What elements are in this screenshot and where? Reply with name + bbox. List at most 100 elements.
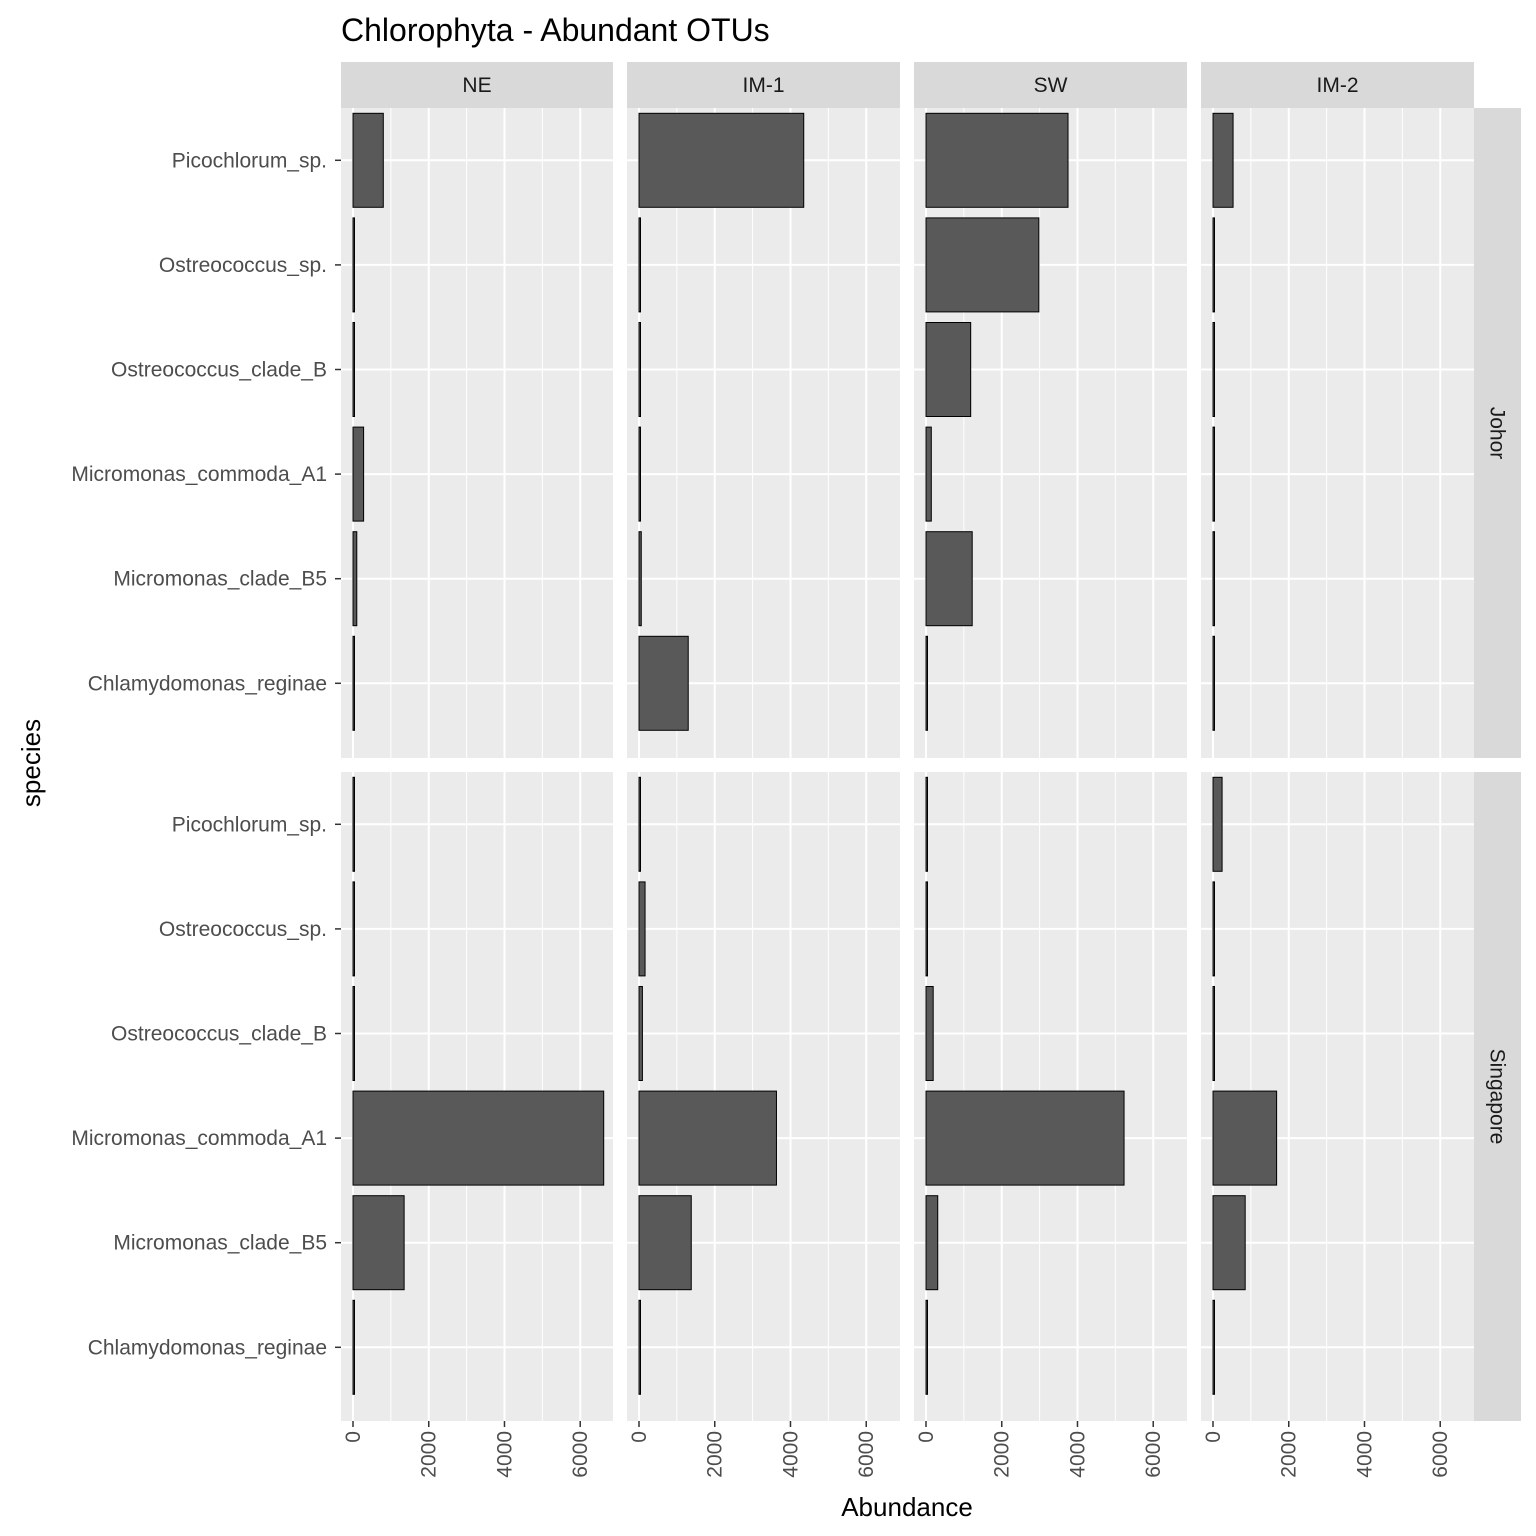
bar-singapore-im-1-micromonas-clade-b5 <box>638 1195 692 1291</box>
panel-background <box>341 108 613 758</box>
column-strip-label-ne: NE <box>462 74 491 97</box>
bar-singapore-im-2-ostreococcus-clade-b <box>1212 986 1215 1081</box>
x-tick-label: 2000 <box>704 1431 727 1478</box>
x-tick-label: 6000 <box>1429 1431 1452 1478</box>
bar-johor-im-1-micromonas-commoda-a1 <box>638 426 641 522</box>
x-tick-label: 2000 <box>991 1431 1014 1478</box>
bar-johor-im-1-chlamydomonas-reginae <box>638 635 689 731</box>
y-tick-label-picochlorum-sp: Picochlorum_sp. <box>172 149 327 172</box>
bar-singapore-sw-micromonas-clade-b5 <box>925 1195 939 1291</box>
column-strip-im-1 <box>627 62 900 108</box>
row-strip-johor <box>1474 108 1521 758</box>
bar-johor-ne-picochlorum-sp <box>352 112 384 208</box>
column-strip-label-sw: SW <box>1034 74 1068 97</box>
x-axis: 0 2000 4000 6000 0 2000 4000 6000 0 2000 4000 6000 0… <box>342 1421 1452 1478</box>
bar-singapore-sw-micromonas-commoda-a1 <box>925 1090 1125 1186</box>
panel-johor-ne <box>341 108 613 758</box>
x-tick-label: 4000 <box>1066 1431 1089 1478</box>
panel-singapore-im-1 <box>627 772 900 1421</box>
row-strip-label-johor: Johor <box>1486 407 1509 460</box>
bar-johor-sw-micromonas-clade-b5 <box>925 531 973 627</box>
x-tick-label: 0 <box>915 1431 938 1443</box>
bar-johor-im-2-ostreococcus-clade-b <box>1212 322 1215 417</box>
bar-johor-ne-chlamydomonas-reginae <box>352 635 355 731</box>
y-tick-label-chlamydomonas-reginae: Chlamydomonas_reginae <box>88 672 327 695</box>
bar-singapore-ne-micromonas-commoda-a1 <box>352 1090 605 1186</box>
bar-singapore-im-2-picochlorum-sp <box>1212 776 1223 872</box>
y-tick-label-ostreococcus-clade-b: Ostreococcus_clade_B <box>111 1023 327 1046</box>
row-strip-singapore <box>1474 772 1521 1421</box>
bar-singapore-ne-ostreococcus-clade-b <box>352 986 355 1081</box>
bar-singapore-im-2-micromonas-clade-b5 <box>1212 1195 1246 1291</box>
bar-johor-sw-micromonas-commoda-a1 <box>925 426 932 522</box>
column-strip-label-im-2: IM-2 <box>1317 74 1359 97</box>
bar-singapore-ne-ostreococcus-sp <box>352 881 355 977</box>
y-tick-label-micromonas-commoda-a1: Micromonas_commoda_A1 <box>71 1127 327 1150</box>
x-tick-label: 0 <box>1202 1431 1225 1443</box>
y-tick-label-chlamydomonas-reginae: Chlamydomonas_reginae <box>88 1336 327 1359</box>
chart-title: Chlorophyta - Abundant OTUs <box>341 12 770 48</box>
x-tick-label: 4000 <box>779 1431 802 1478</box>
bar-johor-ne-ostreococcus-sp <box>352 217 355 313</box>
bar-singapore-im-1-micromonas-commoda-a1 <box>638 1090 777 1186</box>
bar-singapore-im-2-chlamydomonas-reginae <box>1212 1299 1215 1395</box>
y-tick-label-micromonas-clade-b5: Micromonas_clade_B5 <box>113 1232 327 1255</box>
x-axis-title: Abundance <box>841 1492 973 1522</box>
y-tick-label-micromonas-commoda-a1: Micromonas_commoda_A1 <box>71 463 327 486</box>
bar-singapore-sw-picochlorum-sp <box>925 776 928 872</box>
bar-johor-im-1-ostreococcus-sp <box>638 217 641 313</box>
bar-johor-ne-ostreococcus-clade-b <box>352 322 355 417</box>
x-tick-label: 4000 <box>1353 1431 1376 1478</box>
x-tick-label: 4000 <box>493 1431 516 1478</box>
bar-johor-sw-ostreococcus-sp <box>925 217 1040 313</box>
bar-singapore-sw-ostreococcus-sp <box>925 881 928 977</box>
panel-singapore-sw <box>914 772 1187 1421</box>
x-tick-label: 2000 <box>418 1431 441 1478</box>
bar-johor-im-1-micromonas-clade-b5 <box>638 531 642 627</box>
y-tick-label-picochlorum-sp: Picochlorum_sp. <box>172 813 327 836</box>
y-axis: Picochlorum_sp. Ostreococcus_sp. Ostreococ… <box>71 149 341 1359</box>
panel-johor-sw <box>914 108 1187 758</box>
x-tick-label: 0 <box>342 1431 365 1443</box>
x-tick-label: 2000 <box>1278 1431 1301 1478</box>
bar-singapore-ne-chlamydomonas-reginae <box>352 1299 355 1395</box>
bar-singapore-im-1-ostreococcus-clade-b <box>638 986 643 1081</box>
bar-johor-im-2-picochlorum-sp <box>1212 112 1234 208</box>
bar-singapore-ne-picochlorum-sp <box>352 776 355 872</box>
x-tick-label: 6000 <box>569 1431 592 1478</box>
bar-singapore-im-2-ostreococcus-sp <box>1212 881 1215 977</box>
panel-singapore-ne <box>341 772 613 1421</box>
bar-johor-sw-ostreococcus-clade-b <box>925 322 972 417</box>
bar-singapore-sw-ostreococcus-clade-b <box>925 986 934 1081</box>
bar-johor-ne-micromonas-commoda-a1 <box>352 426 365 522</box>
bar-singapore-im-1-ostreococcus-sp <box>638 881 646 977</box>
y-tick-label-ostreococcus-clade-b: Ostreococcus_clade_B <box>111 359 327 382</box>
y-tick-label-ostreococcus-sp: Ostreococcus_sp. <box>159 254 327 277</box>
panel-background <box>1201 108 1474 758</box>
bar-singapore-ne-micromonas-clade-b5 <box>352 1195 405 1291</box>
y-tick-label-micromonas-clade-b5: Micromonas_clade_B5 <box>113 568 327 591</box>
panel-johor-im-1 <box>627 108 900 758</box>
bar-singapore-im-2-micromonas-commoda-a1 <box>1212 1090 1278 1186</box>
row-strip-label-singapore: Singapore <box>1486 1049 1509 1145</box>
x-tick-label: 0 <box>628 1431 651 1443</box>
bar-singapore-sw-chlamydomonas-reginae <box>925 1299 928 1395</box>
panel-singapore-im-2 <box>1201 772 1474 1421</box>
bar-johor-im-1-picochlorum-sp <box>638 112 805 208</box>
column-strip-ne <box>341 62 613 108</box>
panels-layer: NE IM-1 SW IM-2 Johor Singapore <box>341 62 1521 1421</box>
bar-johor-ne-micromonas-clade-b5 <box>352 531 358 627</box>
bar-singapore-im-1-picochlorum-sp <box>638 776 641 872</box>
panel-background <box>914 108 1187 758</box>
bar-johor-im-1-ostreococcus-clade-b <box>638 322 641 417</box>
bar-johor-im-2-micromonas-commoda-a1 <box>1212 426 1215 522</box>
bar-johor-im-2-ostreococcus-sp <box>1212 217 1215 313</box>
bar-johor-im-2-chlamydomonas-reginae <box>1212 635 1215 731</box>
x-tick-label: 6000 <box>1142 1431 1165 1478</box>
column-strip-label-im-1: IM-1 <box>743 74 785 97</box>
bar-johor-sw-picochlorum-sp <box>925 112 1069 208</box>
panel-johor-im-2 <box>1201 108 1474 758</box>
y-tick-label-ostreococcus-sp: Ostreococcus_sp. <box>159 918 327 941</box>
x-tick-label: 6000 <box>855 1431 878 1478</box>
